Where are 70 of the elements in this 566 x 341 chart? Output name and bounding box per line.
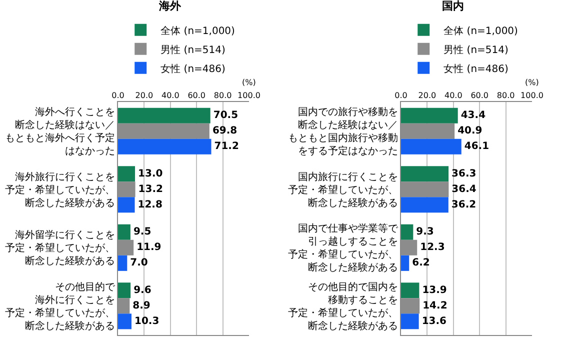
text: (%): [525, 78, 539, 87]
data-label: 6.2: [412, 258, 430, 269]
legend-label: 全体 (n=1,000): [444, 24, 518, 37]
bar: [401, 314, 419, 330]
bar: [401, 166, 449, 182]
data-label: 9.6: [134, 284, 152, 296]
bar: [401, 224, 414, 240]
data-label: 9.3: [416, 226, 434, 238]
y-tick-label: その他目的で海外に行くことを予定・希望していたが、断念した経験がある: [5, 280, 116, 332]
data-label: 8.9: [132, 300, 150, 312]
x-tick-label: 60.0: [188, 90, 206, 100]
legend-label: 女性 (n=486): [444, 62, 509, 75]
x-tick-label: 40.0: [444, 90, 462, 100]
x-tick-label: 80.0: [214, 90, 232, 100]
bar: [118, 138, 212, 154]
chart-title: 海外: [158, 0, 182, 12]
x-tick-label: 20.0: [418, 90, 436, 100]
bar: [401, 197, 448, 213]
legend-label: 全体 (n=1,000): [160, 24, 236, 37]
bar: [118, 166, 136, 182]
y-tick-label: 国内で仕事や学業等で引っ越しすることを予定・希望していたが、断念した経験がある: [288, 222, 399, 274]
x-tick-label: 60.0: [470, 90, 489, 100]
y-tick-label: その他目的で国内を移動することを予定・希望していたが、断念した経験がある: [288, 280, 398, 332]
bar: [118, 314, 132, 330]
x-tick-label: 0.0: [112, 90, 124, 100]
x-tick-label: 20.0: [135, 90, 154, 100]
legend-label: 男性 (n=514): [160, 44, 226, 56]
bar: [118, 224, 130, 240]
data-label: 46.1: [464, 141, 490, 152]
data-label: 10.3: [134, 316, 160, 327]
y-tick-label: 国内での旅行や移動を断念した経験はない／もともと国内旅行や移動をする予定はなかった: [288, 106, 398, 158]
legend-label: 男性 (n=514): [444, 44, 509, 56]
data-label: 43.4: [460, 110, 486, 122]
x-tick-label: 0.0: [394, 90, 408, 100]
data-label: 9.5: [133, 226, 152, 238]
data-label: 13.6: [422, 316, 447, 327]
data-label: 70.5: [213, 110, 238, 122]
x-tick-label: 80.0: [496, 90, 515, 100]
data-label: 40.9: [458, 126, 482, 137]
data-label: 13.0: [138, 168, 163, 180]
bar: [118, 255, 128, 271]
bar: [118, 282, 131, 298]
data-label: 12.3: [420, 242, 445, 254]
data-label: 36.4: [452, 184, 476, 195]
data-label: 13.2: [138, 184, 164, 195]
bar: [401, 255, 410, 271]
data-label: 13.9: [422, 284, 447, 296]
bar: [401, 108, 458, 124]
data-label: 7.0: [130, 258, 148, 269]
y-tick-label: 海外へ行くことを断念した経験はない／もともと海外へ行く予定はなかった: [5, 106, 115, 158]
x-tick-label: 100.0: [520, 90, 544, 100]
legend-label: 女性 (n=486): [160, 62, 226, 75]
bar: [401, 282, 420, 298]
data-label: 14.2: [422, 300, 448, 312]
bar: [118, 197, 135, 213]
data-label: 71.2: [214, 141, 239, 152]
text: (%): [242, 78, 256, 87]
data-label: 36.2: [451, 199, 476, 210]
data-label: 11.9: [136, 242, 162, 254]
bar: [118, 108, 210, 124]
data-label: 69.8: [212, 126, 238, 137]
chart-title: 国内: [442, 0, 464, 12]
y-tick-label: 国内旅行に行くことを予定・希望していたが、断念した経験がある: [288, 170, 398, 209]
x-tick-label: 40.0: [161, 90, 180, 100]
bar: [401, 138, 462, 154]
y-tick-label: 海外旅行に行くことを予定・希望していたが、断念した経験がある: [5, 170, 115, 209]
data-label: 12.8: [138, 199, 162, 210]
data-label: 36.3: [452, 168, 476, 180]
y-tick-label: 海外留学に行くことを予定・希望していたが、断念した経験がある: [5, 229, 115, 268]
x-tick-label: 100.0: [238, 90, 260, 100]
